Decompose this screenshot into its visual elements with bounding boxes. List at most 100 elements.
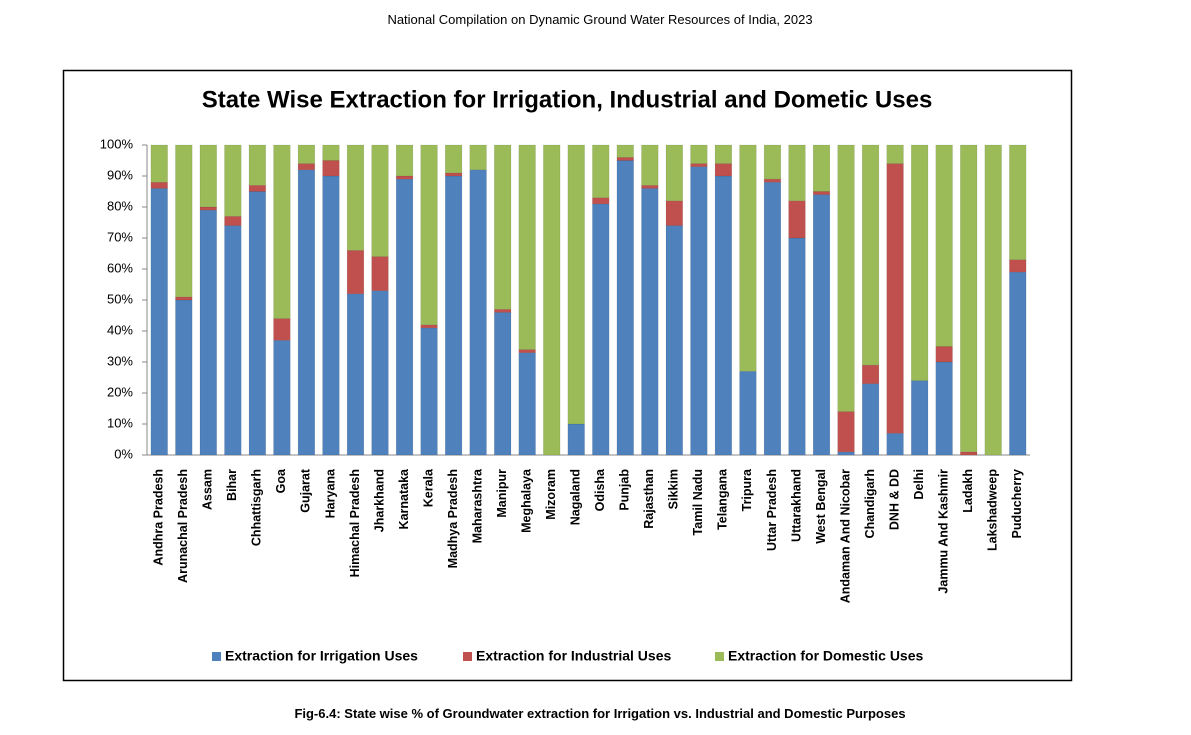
bar-segment	[346, 144, 365, 251]
x-tick-label: Uttar Pradesh	[765, 469, 779, 551]
bar-segment	[518, 352, 536, 456]
x-tick-label: Manipur	[495, 469, 509, 518]
x-tick-label: Himachal Pradesh	[348, 469, 362, 577]
bar-segment	[346, 250, 365, 295]
bar-segment	[641, 185, 659, 189]
y-tick-label: 20%	[107, 384, 133, 399]
bar-segment	[297, 169, 316, 456]
bar-segment	[371, 144, 389, 257]
bar-segment	[199, 206, 217, 211]
bar-segment	[175, 296, 193, 301]
bar-segment	[861, 383, 880, 456]
x-tick-label: Punjab	[618, 469, 632, 511]
bar-segment	[273, 340, 291, 456]
y-tick-label: 50%	[107, 291, 133, 306]
legend-label: Extraction for Industrial Uses	[476, 648, 671, 664]
y-tick-label: 10%	[107, 415, 133, 430]
bar-segment	[714, 175, 732, 456]
bar-segment	[224, 225, 242, 456]
x-tick-label: Jharkhand	[372, 469, 386, 532]
bar-segment	[641, 188, 659, 456]
bar-segment	[395, 144, 414, 177]
bar-segment	[494, 144, 512, 310]
bar-segment	[714, 163, 732, 177]
bar-segment	[690, 144, 708, 164]
y-tick-label: 80%	[107, 198, 133, 213]
x-tick-label: Andaman And Nicobar	[838, 469, 852, 603]
legend-swatch	[212, 652, 221, 661]
figure-caption: Fig-6.4: State wise % of Groundwater ext…	[294, 706, 905, 721]
bar-segment	[739, 144, 757, 372]
bar-segment	[690, 166, 708, 456]
x-tick-label: Nagaland	[569, 469, 583, 525]
x-tick-label: Lakshadweep	[986, 469, 1000, 551]
bar-segment	[960, 144, 978, 453]
chart-frame	[62, 69, 1073, 682]
legend-label: Extraction for Irrigation Uses	[225, 648, 418, 664]
bar-segment	[1009, 259, 1027, 273]
y-tick-label: 30%	[107, 353, 133, 368]
y-tick-label: 60%	[107, 260, 133, 275]
bar-segment	[395, 175, 414, 180]
x-tick-label: Chhattisgarh	[250, 469, 264, 546]
bar-segment	[420, 327, 438, 456]
bar-segment	[690, 163, 708, 167]
bar-segment	[150, 188, 168, 456]
bar-segment	[984, 144, 1002, 456]
x-tick-label: Andhra Pradesh	[152, 469, 166, 566]
bar-segment	[763, 144, 782, 180]
x-tick-label: Uttarakhand	[789, 469, 803, 542]
bar-segment	[371, 290, 389, 456]
bar-segment	[273, 144, 291, 319]
x-tick-label: West Bengal	[814, 469, 828, 544]
bar-segment	[616, 144, 634, 158]
y-tick-label: 100%	[100, 136, 134, 151]
x-tick-label: Mizoram	[544, 469, 558, 520]
bar-segment	[518, 144, 536, 350]
bar-segment	[886, 433, 904, 456]
bar-segment	[960, 451, 978, 456]
x-tick-label: Goa	[274, 468, 288, 493]
bar-segment	[886, 144, 904, 164]
bar-segment	[322, 175, 340, 456]
bar-segment	[346, 293, 365, 456]
bar-segment	[1009, 144, 1027, 260]
bar-segment	[1009, 271, 1027, 456]
bar-segment	[297, 144, 316, 164]
bar-segment	[543, 144, 561, 456]
bar-segment	[935, 144, 953, 347]
bar-segment	[788, 144, 806, 202]
x-tick-label: Karnataka	[397, 468, 411, 529]
bar-segment	[199, 144, 217, 208]
x-tick-label: Meghalaya	[519, 468, 533, 533]
y-tick-label: 70%	[107, 229, 133, 244]
x-tick-label: Sikkim	[667, 469, 681, 509]
bar-segment	[812, 144, 831, 192]
legend-label: Extraction for Domestic Uses	[728, 648, 923, 664]
x-tick-label: Gujarat	[299, 468, 313, 513]
bar-segment	[518, 349, 536, 353]
bar-segment	[714, 144, 732, 164]
bar-segment	[592, 144, 610, 198]
bar-segment	[395, 178, 414, 456]
x-tick-label: Ladakh	[961, 469, 975, 513]
bar-segment	[911, 144, 929, 381]
x-tick-label: Tamil Nadu	[691, 469, 705, 535]
bar-segment	[297, 163, 316, 171]
bar-segment	[763, 181, 782, 456]
bar-segment	[665, 225, 683, 456]
bar-segment	[224, 216, 242, 226]
bar-segment	[469, 144, 487, 171]
bar-segment	[420, 144, 438, 326]
bar-segment	[592, 197, 610, 205]
x-tick-label: Puducherry	[1010, 469, 1024, 539]
y-tick-label: 90%	[107, 167, 133, 182]
x-tick-label: DNH & DD	[887, 469, 901, 530]
bar-segment	[248, 185, 266, 192]
x-tick-label: Telangana	[716, 468, 730, 530]
bar-segment	[788, 200, 806, 239]
x-tick-label: Maharashtra	[470, 468, 484, 543]
bar-segment	[788, 237, 806, 456]
